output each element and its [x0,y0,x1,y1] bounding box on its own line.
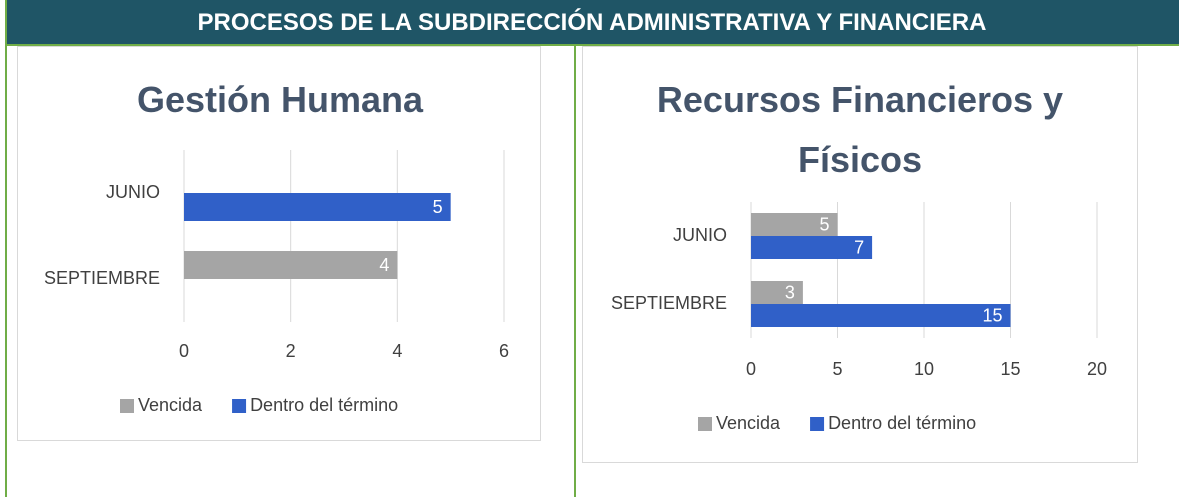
x-tick-label: 15 [1000,359,1020,379]
border [5,0,7,497]
border [5,44,1179,46]
bar [751,213,838,236]
x-tick-label: 4 [392,341,402,361]
x-tick-label: 20 [1087,359,1107,379]
legend-swatch [810,417,825,431]
legend-label: Dentro del término [828,413,976,433]
data-label: 4 [379,255,389,275]
bar [751,236,873,259]
y-tick-label: SEPTIEMBRE [44,268,160,288]
x-tick-label: 6 [499,341,509,361]
bar [184,193,451,221]
data-label: 15 [982,305,1002,325]
x-tick-label: 10 [914,359,934,379]
legend-label: Dentro del término [250,395,398,415]
data-label: 7 [854,237,864,257]
bar [184,251,398,279]
data-label: 5 [819,214,829,234]
x-tick-label: 2 [286,341,296,361]
legend-label: Vencida [716,413,781,433]
chart-title: Gestión Humana [136,79,424,120]
legend-swatch [232,399,247,413]
data-label: 5 [433,197,443,217]
legend-swatch [120,399,134,413]
y-tick-label: SEPTIEMBRE [611,293,727,313]
header-title: PROCESOS DE LA SUBDIRECCIÓN ADMINISTRATI… [5,0,1179,44]
border [574,45,576,497]
y-tick-label: JUNIO [106,182,160,202]
data-label: 3 [785,282,795,302]
x-tick-label: 5 [832,359,842,379]
x-tick-label: 0 [746,359,756,379]
legend-label: Vencida [138,395,203,415]
chart-panel [17,46,541,441]
bar [751,304,1011,327]
x-tick-label: 0 [179,341,189,361]
legend-swatch [698,417,712,431]
bar [751,281,803,304]
chart-title: Recursos Financieros y Físicos [656,79,1064,180]
y-tick-label: JUNIO [673,225,727,245]
